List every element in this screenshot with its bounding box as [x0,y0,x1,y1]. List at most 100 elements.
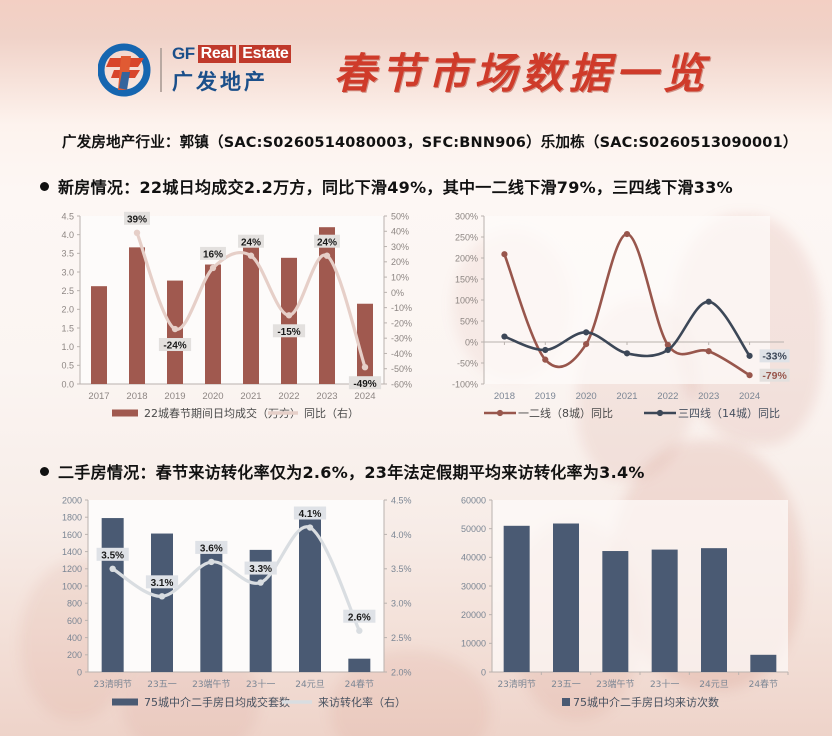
svg-text:1200: 1200 [62,564,82,574]
svg-text:3.5%: 3.5% [101,550,124,561]
svg-text:同比（右）: 同比（右） [304,406,359,420]
svg-text:3.5%: 3.5% [391,564,412,574]
svg-text:50000: 50000 [461,524,486,534]
svg-text:-40%: -40% [391,349,412,359]
svg-text:0: 0 [481,667,486,677]
svg-text:-79%: -79% [762,370,787,382]
section-heading-new-homes: 新房情况：22城日均成交2.2万方，同比下滑49%，其中一二线下滑79%，三四线… [40,174,733,198]
svg-text:-10%: -10% [391,303,412,313]
svg-text:4.5: 4.5 [61,211,74,221]
svg-text:2.5%: 2.5% [391,633,412,643]
logo-estate-text: Estate [239,45,292,63]
svg-text:-60%: -60% [391,379,412,389]
svg-text:24%: 24% [317,237,337,248]
svg-text:600: 600 [67,616,82,626]
svg-text:-15%: -15% [277,327,300,338]
brand-logo: GF Real Estate 广发地产 [98,42,292,98]
svg-text:1800: 1800 [62,513,82,523]
logo-gf-text: GF [172,44,195,63]
svg-text:-33%: -33% [762,350,787,362]
svg-text:2.6%: 2.6% [348,612,371,623]
svg-text:1.5: 1.5 [61,323,74,333]
svg-text:23十一: 23十一 [650,678,679,690]
svg-text:10000: 10000 [461,639,486,649]
svg-text:23端午节: 23端午节 [192,678,230,690]
svg-text:16%: 16% [203,250,223,261]
svg-text:0%: 0% [391,288,404,298]
svg-text:-100%: -100% [452,379,478,389]
svg-text:-24%: -24% [163,341,186,352]
svg-text:-50%: -50% [391,364,412,374]
svg-text:24%: 24% [241,237,261,248]
svg-text:250%: 250% [455,232,478,242]
svg-text:23清明节: 23清明节 [497,678,535,690]
svg-text:50%: 50% [460,316,478,326]
svg-text:-30%: -30% [391,334,412,344]
logo-divider [160,48,162,92]
svg-text:3.5: 3.5 [61,249,74,259]
page-header: GF Real Estate 广发地产 春节市场数据一览 [0,26,832,114]
svg-text:800: 800 [67,599,82,609]
svg-text:75城中介二手房日均成交套数: 75城中介二手房日均成交套数 [144,695,290,709]
svg-text:2.0: 2.0 [61,305,74,315]
svg-text:24春节: 24春节 [345,678,374,690]
logo-chinese-text: 广发地产 [172,70,268,94]
svg-text:23端午节: 23端午节 [596,678,634,690]
svg-text:2000: 2000 [62,495,82,505]
svg-text:50%: 50% [391,211,409,221]
svg-text:400: 400 [67,633,82,643]
svg-text:2021: 2021 [616,391,637,402]
section-heading-text: 二手房情况：春节来访转化率仅为2.6%，23年法定假期平均来访转化率为3.4% [58,463,645,482]
gf-circle-logo-icon [98,43,151,97]
svg-text:1400: 1400 [62,547,82,557]
svg-text:20%: 20% [391,257,409,267]
svg-text:23十一: 23十一 [246,678,275,690]
svg-text:三四线（14城）同比: 三四线（14城）同比 [678,406,780,420]
svg-text:2021: 2021 [240,391,261,402]
bullet-icon [40,466,49,476]
svg-text:2018: 2018 [494,391,515,402]
svg-text:2.5: 2.5 [61,286,74,296]
svg-text:-49%: -49% [353,379,376,390]
bullet-icon [40,181,49,191]
svg-text:3.1%: 3.1% [151,578,174,589]
chart-new-home-volume: 0.0 0.5 1.0 1.5 2.0 2.5 3.0 3.5 4.0 4.5 -60% -50% -4… [46,206,438,438]
svg-text:4.5%: 4.5% [391,495,412,505]
svg-text:4.0%: 4.0% [391,530,412,540]
svg-text:2019: 2019 [164,391,185,402]
svg-text:4.1%: 4.1% [299,509,322,520]
section-heading-text: 新房情况：22城日均成交2.2万方，同比下滑49%，其中一二线下滑79%，三四线… [58,178,734,197]
svg-text:1.0: 1.0 [61,342,74,352]
svg-text:-50%: -50% [457,358,478,368]
svg-text:2024: 2024 [739,391,760,402]
svg-text:0%: 0% [465,337,478,347]
svg-text:2019: 2019 [535,391,556,402]
svg-text:-20%: -20% [391,318,412,328]
svg-text:2022: 2022 [657,391,678,402]
svg-text:2024: 2024 [354,391,375,402]
svg-text:4.0: 4.0 [61,230,74,240]
svg-text:2023: 2023 [316,391,337,402]
svg-text:23五一: 23五一 [147,680,176,690]
svg-text:2017: 2017 [88,391,109,402]
svg-text:24春节: 24春节 [749,678,778,690]
svg-text:0: 0 [77,667,82,677]
svg-text:2018: 2018 [126,391,147,402]
chart-tier-yoy: -100% -50% 0% 50% 100% 150% 200% 250% 300% 2018 20… [440,206,820,438]
svg-text:40%: 40% [391,227,409,237]
svg-text:20000: 20000 [461,610,486,620]
svg-text:100%: 100% [455,295,478,305]
svg-text:2.0%: 2.0% [391,667,412,677]
svg-text:75城中介二手房日均来访次数: 75城中介二手房日均来访次数 [573,695,719,709]
svg-text:300%: 300% [455,211,478,221]
svg-text:0.5: 0.5 [61,361,74,371]
svg-text:2020: 2020 [202,391,223,402]
svg-text:0.0: 0.0 [61,379,74,389]
svg-text:200: 200 [67,650,82,660]
svg-text:39%: 39% [127,214,147,225]
svg-text:1000: 1000 [62,581,82,591]
analyst-byline: 广发房地产行业：郭镇（SAC:S0260514080003，SFC:BNN906… [62,135,798,151]
svg-text:10%: 10% [391,272,409,282]
section-heading-second-hand: 二手房情况：春节来访转化率仅为2.6%，23年法定假期平均来访转化率为3.4% [40,459,645,483]
svg-text:30%: 30% [391,242,409,252]
